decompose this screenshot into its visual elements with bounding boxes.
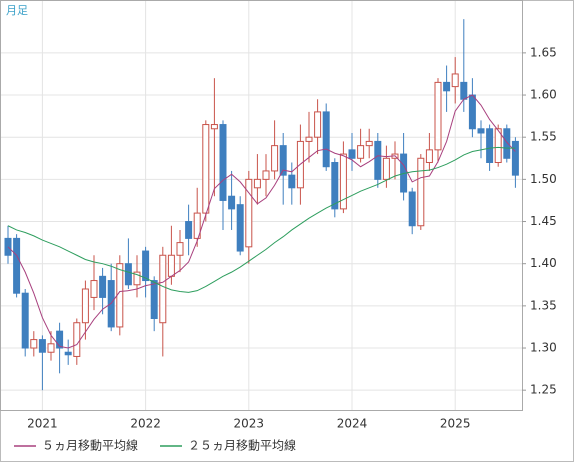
candle-body [142, 250, 150, 282]
candle-body [425, 149, 433, 163]
candle-body [210, 124, 218, 130]
y-tick-label: 1.60 [530, 88, 557, 102]
candle-body [494, 128, 502, 163]
y-tick-label: 1.45 [530, 214, 557, 228]
candle-body [73, 322, 81, 357]
candle-body [116, 263, 124, 328]
candle-body [357, 145, 365, 159]
candle-body [150, 280, 158, 320]
candle-body [322, 111, 330, 168]
candle-body [99, 275, 107, 298]
x-tick-label: 2022 [130, 417, 161, 431]
y-tick-label: 1.50 [530, 172, 557, 186]
candle-body [486, 128, 494, 163]
candle-body [503, 128, 511, 159]
candle-body [30, 339, 38, 349]
candle-body [21, 292, 29, 349]
candle-body [64, 351, 72, 356]
candle-body [451, 73, 459, 88]
x-tick-label: 2023 [234, 417, 265, 431]
candle-body [331, 161, 339, 210]
legend-label: ２５ヵ月移動平均線 [188, 438, 296, 453]
y-tick-label: 1.55 [530, 130, 557, 144]
x-tick-label: 2021 [27, 417, 58, 431]
candle-body [47, 343, 55, 353]
candle-body [279, 145, 287, 176]
y-tick-label: 1.40 [530, 256, 557, 270]
candle-body [13, 237, 21, 294]
candle-body [348, 149, 356, 159]
candle-body [374, 140, 382, 180]
candle-body [253, 178, 261, 189]
candle-body [202, 124, 210, 214]
candle-body [176, 242, 184, 256]
candle-body [511, 140, 519, 176]
y-tick-label: 1.30 [530, 341, 557, 355]
candle-body [124, 263, 132, 286]
candle-body [477, 128, 485, 134]
candle-body [382, 157, 390, 180]
x-tick-label: 2025 [440, 417, 471, 431]
candle-body [219, 124, 227, 201]
moving-average-line [7, 94, 516, 349]
candle-body [245, 178, 253, 248]
candle-body [365, 140, 373, 147]
candle-body [408, 191, 416, 227]
candle-body [339, 153, 347, 210]
moving-average-line [7, 146, 516, 293]
candle-body [193, 212, 201, 239]
candle-body [288, 174, 296, 189]
candle-body [228, 195, 236, 210]
candle-body [159, 254, 167, 324]
candle-body [417, 157, 425, 227]
candle-body [56, 330, 64, 349]
plot-area [0, 0, 523, 411]
candle-body [460, 81, 468, 100]
candle-body [262, 170, 270, 180]
legend-label: ５ヵ月移動平均線 [42, 438, 138, 453]
candle-body [4, 237, 12, 256]
candle-body [271, 145, 279, 172]
period-label: 月足 [6, 4, 28, 17]
candle-body [133, 271, 141, 286]
candle-body [443, 81, 451, 92]
candle-body [185, 221, 193, 239]
x-tick-label: 2024 [337, 417, 368, 431]
candle-body [305, 136, 313, 142]
candle-body [434, 81, 442, 151]
candle-body [468, 94, 476, 130]
y-tick-label: 1.25 [530, 383, 557, 397]
y-tick-label: 1.65 [530, 45, 557, 59]
candle-body [167, 254, 175, 277]
candle-body [314, 111, 322, 138]
y-tick-label: 1.35 [530, 298, 557, 312]
candle-body [81, 288, 89, 324]
candle-body [90, 280, 98, 298]
candle-body [236, 204, 244, 252]
candle-body [38, 339, 46, 353]
